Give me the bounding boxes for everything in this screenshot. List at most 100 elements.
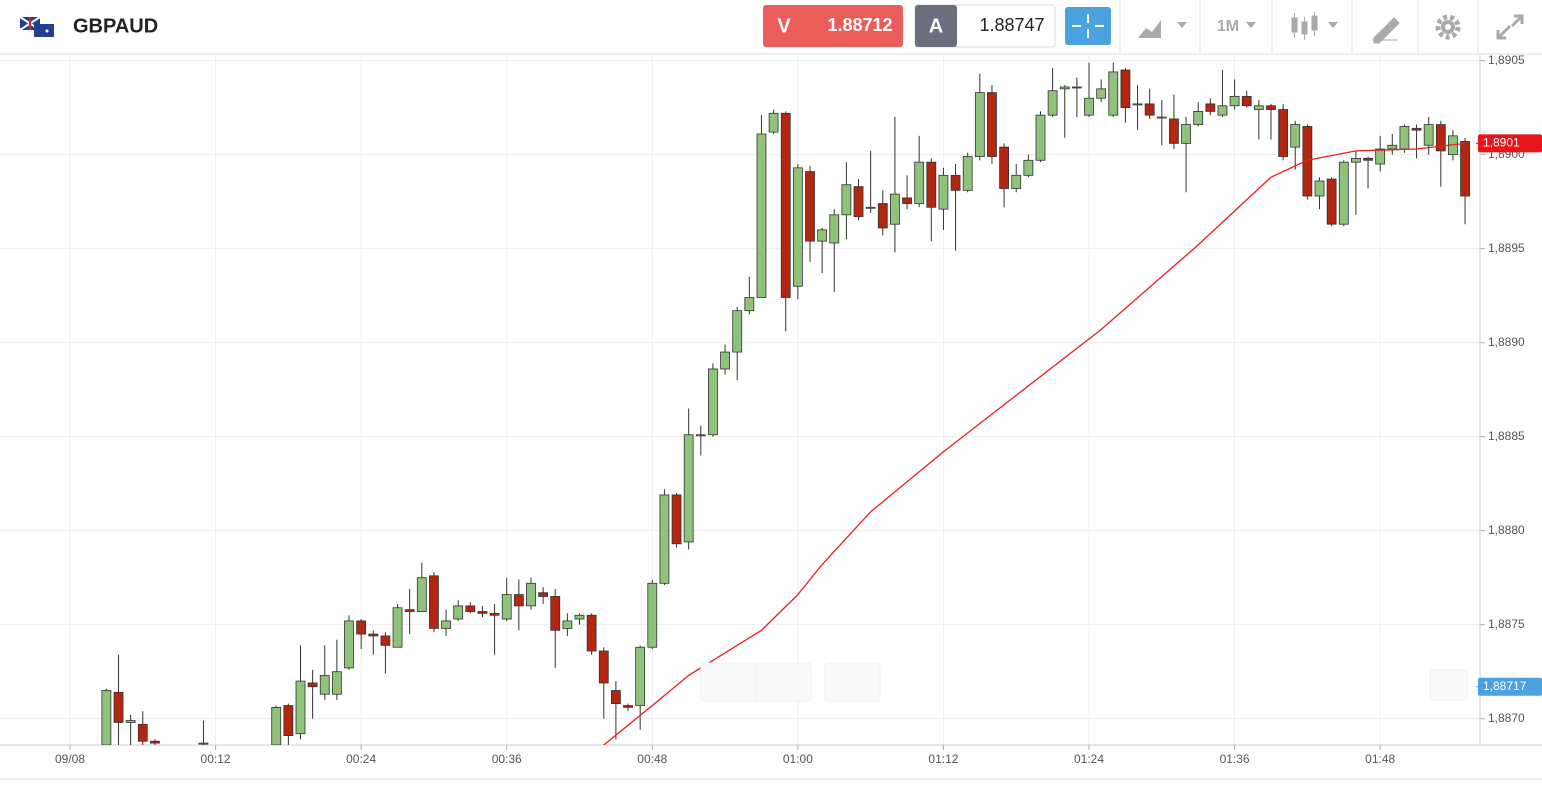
y-tick-label: 1,8905 [1488,53,1525,67]
price-tag [1478,677,1542,696]
flag-icon [19,16,54,37]
y-tick-label: 1,8875 [1488,617,1525,631]
candle-body [307,682,318,688]
candle-body [368,633,379,637]
x-tick-label: 01:48 [1365,752,1395,766]
toolbar-dividers [1119,0,1479,54]
candle-body [574,614,585,620]
candle-body [1241,95,1252,107]
candle-body [1278,109,1289,157]
candle-body [344,620,354,669]
candle-body [853,186,864,218]
candle-body [550,596,561,631]
candle-body [513,594,524,607]
candle-body [1387,144,1398,150]
candle-body [902,197,912,204]
candle-body [610,690,621,705]
draw-button[interactable] [1372,17,1400,44]
chart-type-button[interactable] [1138,20,1187,38]
price-tag-label: 1,8901 [1483,136,1520,150]
grid: 1,8870 1,8875 1,8880 1,8885 1,8890 1,8895 1,89… [0,53,1542,780]
candle-body [914,161,925,204]
sell-button[interactable]: V 1.88712 [763,5,903,47]
timeframe[interactable]: 1M [1217,18,1239,35]
candle-body [1399,126,1410,150]
candle-body [125,720,136,723]
candle-body [1084,97,1094,116]
reset-button[interactable] [824,662,881,702]
buy-price: 1.88747 [979,15,1044,35]
candle-type-button[interactable] [1291,12,1338,40]
x-tick-label: 01:12 [928,752,958,766]
candle-body [526,582,536,607]
candle-body [1423,124,1434,146]
price-tag-label: 1,88717 [1483,679,1527,693]
candle-body [732,310,743,353]
candle-body [1156,116,1167,119]
candle-body [987,92,997,157]
candle-body [671,494,682,545]
candle-body [1169,118,1179,144]
candle-body [1253,105,1264,110]
candle-body [780,112,791,298]
candle-body [271,706,282,745]
candle-body [1350,158,1361,163]
candle-body [538,592,549,597]
candle-body [1314,180,1325,197]
plot-area [101,62,1470,745]
candle-body [1193,111,1204,125]
candle-body [453,605,464,620]
timeframe-caret [1246,22,1256,28]
candle-body [890,193,900,225]
y-tick-label: 1,8895 [1488,241,1525,255]
candle-body [974,92,985,157]
candle-body [756,133,767,298]
crosshair-button[interactable] [1065,7,1111,45]
candle-body [562,620,573,629]
candle-body [113,691,124,723]
x-tick-label: 01:36 [1220,752,1250,766]
candle-body [380,635,391,646]
scroll-button[interactable] [1429,669,1468,701]
x-tick-label: 00:48 [637,752,667,766]
candle-body [1071,86,1082,89]
y-tick-label: 1,8870 [1488,711,1525,725]
candle-body [950,174,961,191]
candle-body [683,434,694,543]
candle-body [598,650,609,684]
buy-button[interactable]: A 1.88747 [914,4,1056,48]
candle-body [1460,141,1470,197]
candle-body [1302,126,1313,197]
candle-body [137,723,148,742]
fullscreen-button[interactable] [1496,14,1524,40]
candle-body [744,297,755,312]
candle-body [659,494,670,584]
settings-button[interactable] [1435,14,1461,40]
toolbar: GBPAUD V 1.88712 A 1.88747 1M [0,0,1542,55]
candle-body [1096,88,1107,99]
candle-body [1181,124,1191,144]
candle-body [404,609,415,612]
x-tick-label: 09/08 [55,752,85,766]
candle-body [465,605,476,612]
candle-body [101,690,112,745]
candle-body [805,171,815,242]
candle-body [1411,127,1422,131]
candle-body [1023,159,1034,176]
candle-body [877,203,888,229]
candle-body [1375,148,1386,165]
x-tick-label: 00:12 [201,752,231,766]
candle-body [1363,158,1373,161]
candle-body [1144,103,1155,116]
x-tick-label: 01:00 [783,752,813,766]
x-tick-label: 01:24 [1074,752,1104,766]
candle-body [1266,105,1276,110]
candle-body [1047,90,1058,116]
candle-body [501,594,512,620]
symbol: GBPAUD [73,15,158,37]
y-tick-label: 1,8885 [1488,429,1525,443]
price-tag [1478,134,1542,153]
candle-body [441,620,451,629]
candle-body [1120,69,1131,109]
candle-body [792,167,803,287]
